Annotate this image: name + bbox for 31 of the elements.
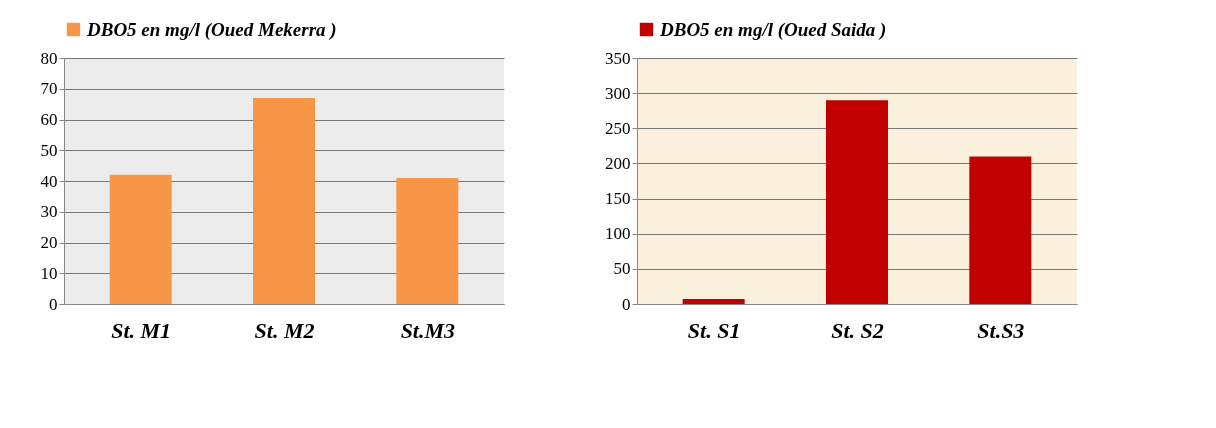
bar [109,174,172,304]
y-tick-label: 70 [40,79,58,99]
bar [396,177,459,304]
y-tick-label: 20 [40,233,58,252]
legend-label: DBO5 en mg/l (Oued Mekerra ) [86,18,337,41]
y-tick-label: 50 [613,259,631,279]
y-tick-label: 250 [605,118,631,138]
y-tick-label: 50 [40,140,58,160]
x-tick-label: St. M2 [254,317,315,343]
x-tick-label: St.S3 [977,317,1025,343]
y-tick-label: 60 [40,110,58,129]
legend-label: DBO5 en mg/l (Oued Saida ) [659,18,887,41]
y-tick-label: 30 [40,202,58,222]
y-tick-label: 0 [49,294,58,314]
y-tick-label: 100 [605,224,631,244]
y-tick-label: 80 [40,48,58,68]
y-tick-label: 10 [40,263,58,283]
bar [682,299,745,304]
y-tick-label: 200 [605,153,631,173]
y-tick-label: 350 [605,48,631,68]
x-tick-label: St.M3 [400,317,456,343]
x-tick-label: St. M1 [111,317,172,343]
bar [253,97,315,304]
y-tick-label: 150 [605,189,631,209]
y-tick-label: 40 [40,171,58,191]
x-tick-label: St. S1 [687,317,741,343]
bar [826,100,888,304]
x-tick-label: St. S2 [831,317,884,343]
y-tick-label: 300 [605,83,631,103]
y-tick-label: 0 [622,294,631,314]
bar [969,156,1032,304]
